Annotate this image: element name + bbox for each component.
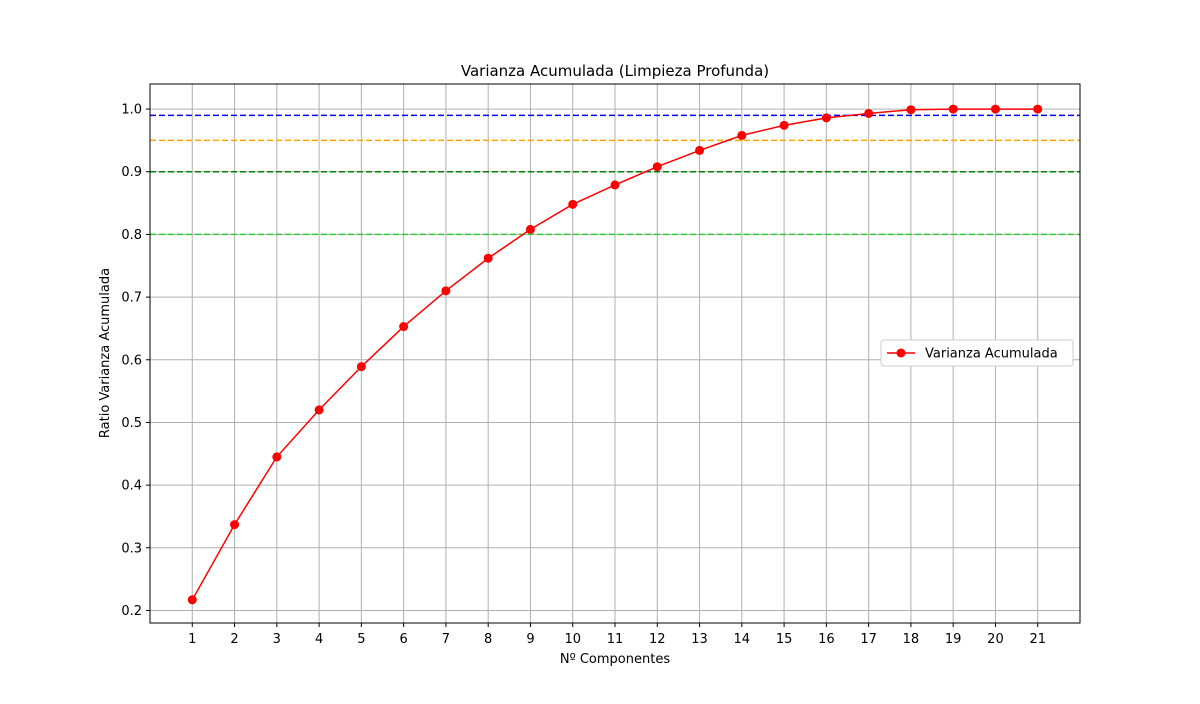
data-point — [187, 595, 197, 605]
x-tick-label: 6 — [399, 632, 407, 647]
data-point — [737, 130, 747, 140]
y-tick-label: 0.4 — [121, 479, 142, 494]
series — [187, 104, 1043, 605]
x-tick-label: 4 — [315, 632, 323, 647]
y-tick-label: 0.9 — [121, 165, 142, 180]
y-tick-label: 0.7 — [121, 291, 142, 306]
reference-lines — [150, 114, 1080, 236]
data-point — [906, 105, 916, 115]
x-tick-label: 10 — [564, 632, 581, 647]
y-tick-label: 0.2 — [121, 604, 142, 619]
data-point — [948, 104, 958, 114]
data-point — [483, 253, 493, 263]
x-tick-label: 20 — [987, 632, 1004, 647]
x-tick-label: 5 — [357, 632, 365, 647]
chart-title: Varianza Acumulada (Limpieza Profunda) — [461, 62, 769, 80]
x-tick-label: 21 — [1029, 632, 1046, 647]
data-point — [272, 452, 282, 462]
x-tick-label: 1 — [188, 632, 196, 647]
y-tick-label: 0.6 — [121, 353, 142, 368]
legend: Varianza Acumulada — [880, 339, 1074, 367]
y-axis-label: Ratio Varianza Acumulada — [98, 268, 113, 438]
data-point — [568, 199, 578, 209]
data-point — [314, 405, 324, 415]
data-point — [779, 120, 789, 130]
y-tick-label: 1.0 — [121, 103, 142, 118]
data-point — [864, 108, 874, 118]
data-point — [1033, 104, 1043, 114]
legend-box — [880, 339, 1074, 367]
x-tick-label: 13 — [691, 632, 708, 647]
legend-label: Varianza Acumulada — [925, 347, 1058, 362]
x-tick-label: 8 — [484, 632, 492, 647]
data-point — [356, 362, 366, 372]
y-tick-label: 0.8 — [121, 228, 142, 243]
legend-marker-swatch — [896, 348, 906, 358]
data-point — [610, 180, 620, 190]
x-axis-label: Nº Componentes — [560, 652, 670, 667]
data-point — [990, 104, 1000, 114]
data-point — [441, 286, 451, 296]
data-point — [399, 322, 409, 332]
x-tick-label: 17 — [860, 632, 877, 647]
x-tick-label: 3 — [273, 632, 281, 647]
x-tick-label: 14 — [734, 632, 751, 647]
ticks: 1 2 3 4 5 6 7 8 9 10 11 12 13 14 15 16 17 18 19 20 210.20.30… — [121, 103, 1046, 647]
x-tick-label: 16 — [818, 632, 835, 647]
x-tick-label: 2 — [230, 632, 238, 647]
x-tick-label: 15 — [776, 632, 793, 647]
data-point — [525, 224, 535, 234]
data-point — [821, 113, 831, 123]
x-tick-label: 12 — [649, 632, 666, 647]
data-point — [652, 162, 662, 172]
x-tick-label: 18 — [903, 632, 920, 647]
x-tick-label: 19 — [945, 632, 962, 647]
data-point — [230, 520, 240, 530]
x-tick-label: 9 — [526, 632, 534, 647]
x-tick-label: 7 — [442, 632, 450, 647]
x-tick-label: 11 — [607, 632, 624, 647]
data-point — [695, 145, 705, 155]
y-tick-label: 0.5 — [121, 416, 142, 431]
y-tick-label: 0.3 — [121, 541, 142, 556]
